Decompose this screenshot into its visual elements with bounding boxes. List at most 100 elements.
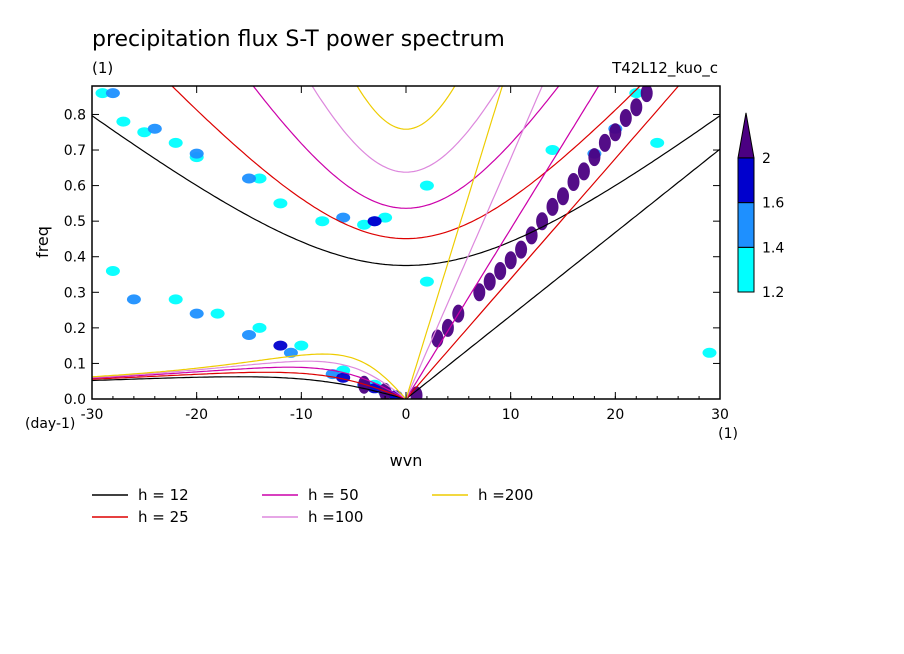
dispersion-curve [92, 115, 720, 267]
contour-blob [273, 198, 288, 209]
contour-blob [105, 266, 120, 276]
y-tick-label: 0.1 [64, 356, 86, 372]
contour-blob [105, 88, 120, 99]
contour-blob [116, 116, 131, 127]
dispersion-curve [92, 366, 407, 399]
colorbar-label: 2 [762, 151, 771, 167]
contour-blob [189, 148, 204, 159]
legend-label: h = 50 [308, 486, 359, 504]
contour-blob [619, 109, 632, 127]
dispersion-curve [405, 86, 680, 399]
x-tick-label: 30 [711, 407, 729, 423]
dispersion-curve [405, 86, 543, 399]
dispersion-curve [171, 86, 641, 240]
contour-blob [588, 148, 601, 167]
y-axis-label: freq [33, 226, 52, 258]
x-unit-label: (1) [718, 426, 738, 442]
contour-blob [147, 123, 162, 134]
dispersion-curve [356, 86, 456, 130]
dispersion-curve [405, 86, 600, 399]
contour-blob [242, 173, 256, 184]
contour-blob [137, 127, 152, 138]
y-tick-label: 0.8 [64, 107, 86, 123]
x-tick-label: -20 [185, 407, 208, 423]
contour-blob [283, 347, 298, 358]
contour-blob [525, 226, 538, 245]
dispersion-curve [92, 376, 407, 399]
contour-blob [545, 145, 560, 155]
contour-blob [126, 294, 141, 305]
dispersion-curves [92, 86, 720, 399]
colorbar-label: 1.4 [762, 240, 784, 256]
contour-blob [629, 88, 644, 99]
y-tick-label: 0.3 [64, 285, 86, 301]
y-tick-label: 0.4 [64, 250, 86, 266]
contour-blob [494, 262, 507, 280]
contour-blob [273, 340, 288, 351]
colorbar: 1.2 1.4 1.6 2 [737, 112, 784, 301]
x-tick-label: 10 [502, 407, 520, 423]
contour-blob [504, 251, 517, 270]
dispersion-curve [92, 360, 407, 399]
y-unit-label: (day-1) [25, 416, 75, 432]
contour-blob [252, 322, 267, 333]
colorbar-segment [737, 202, 755, 248]
contour-blob [336, 212, 351, 223]
dispersion-curve [252, 86, 560, 209]
legend-label: h = 25 [138, 508, 189, 526]
contour-blob [577, 162, 590, 181]
legend-label: h = 12 [138, 486, 189, 504]
contour-blob [168, 137, 183, 148]
contour-blob [210, 308, 225, 319]
contour-blob [650, 137, 665, 148]
contour-blob [640, 86, 653, 103]
contour-blob [567, 173, 580, 191]
contour-blob [483, 272, 496, 291]
contour-blob [419, 276, 434, 287]
legend-label: h =100 [308, 508, 363, 526]
legend: h = 12 h = 25 h = 50 h =100 h =200 [92, 486, 533, 526]
x-tick-label: -10 [290, 407, 313, 423]
contour-blob [189, 308, 204, 319]
colorbar-segment [737, 246, 755, 293]
x-tick-label: 20 [606, 407, 624, 423]
colorbar-segment [737, 157, 755, 204]
colorbar-label: 1.2 [762, 285, 784, 301]
contour-regions [95, 86, 717, 399]
dispersion-curve [405, 86, 503, 399]
contour-blob [378, 212, 393, 223]
dispersion-curve [92, 371, 407, 399]
contour-blob [441, 318, 454, 337]
contour-blob [294, 340, 309, 351]
y-tick-label: 0.6 [64, 179, 86, 195]
contour-blob [367, 216, 382, 227]
contour-blob [515, 240, 528, 259]
y-tick-label: 0.2 [64, 321, 86, 337]
dispersion-curve [405, 148, 720, 399]
plot-frame [91, 85, 721, 400]
dispersion-curve [311, 86, 501, 173]
contour-blob [357, 219, 372, 230]
x-axis: -30 -20 -10 0 10 20 30 [81, 86, 729, 423]
x-axis-label: wvn [390, 451, 423, 470]
colorbar-label: 1.6 [762, 196, 784, 212]
contour-blob [252, 173, 267, 184]
dispersion-curve [92, 353, 407, 399]
contour-blob [431, 329, 444, 348]
contour-blob [630, 98, 643, 117]
contour-blob [557, 187, 569, 206]
y-tick-label: 0.7 [64, 143, 86, 159]
y-tick-label: 0.5 [64, 214, 86, 230]
y-tick-label: 0.0 [64, 392, 86, 408]
contour-blob [598, 133, 611, 152]
contour-blob [702, 347, 717, 358]
contour-blob [419, 180, 434, 191]
contour-blob [95, 88, 110, 99]
contour-blob [546, 197, 559, 216]
chart-title: precipitation flux S-T power spectrum [92, 27, 505, 52]
contour-blob [609, 123, 622, 142]
chart-subtitle-right: T42L12_kuo_c [611, 59, 718, 78]
x-tick-label: -30 [81, 407, 104, 423]
legend-label: h =200 [478, 486, 533, 504]
